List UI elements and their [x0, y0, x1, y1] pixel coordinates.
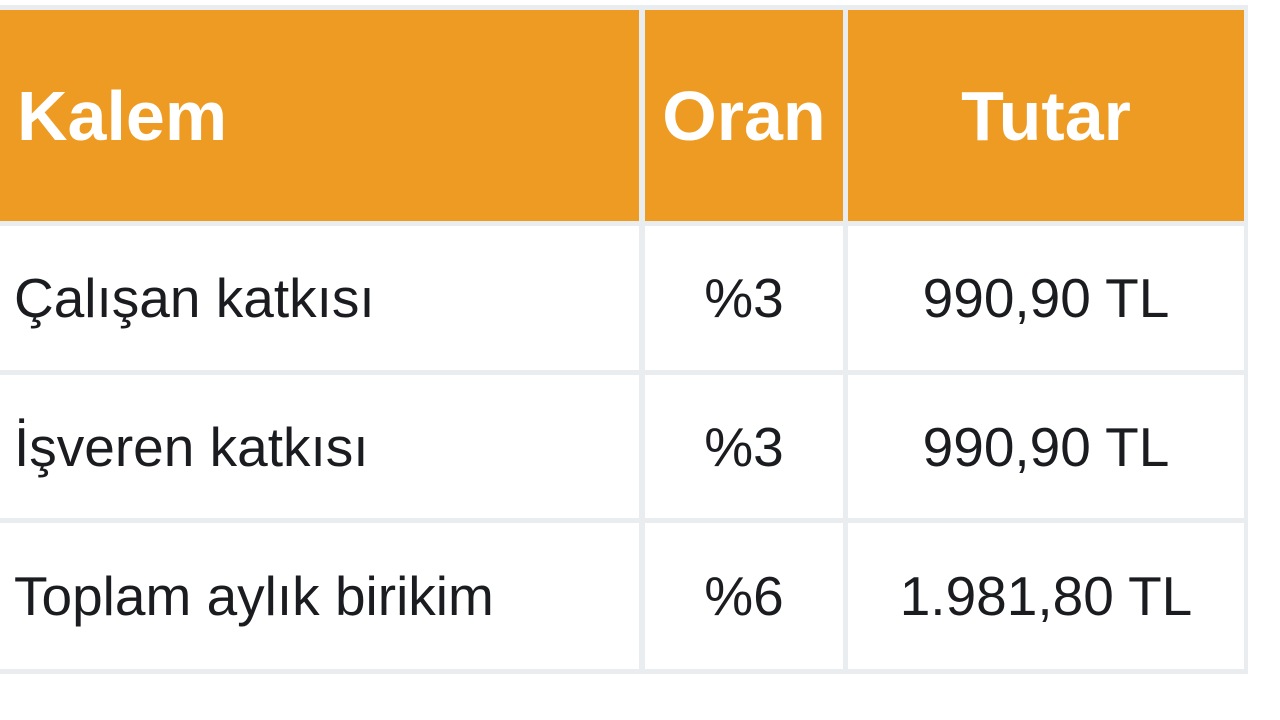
- cell-kalem: İşveren katkısı: [0, 375, 645, 523]
- cell-tutar: 1.981,80 TL: [848, 523, 1248, 674]
- cell-kalem: Çalışan katkısı: [0, 226, 645, 375]
- cell-kalem: Toplam aylık birikim: [0, 523, 645, 674]
- column-header-kalem-label: Kalem: [17, 76, 228, 155]
- cell-tutar-text: 1.981,80 TL: [899, 565, 1193, 627]
- table-row-isveren-katkisi: İşveren katkısı %3 990,90 TL: [0, 375, 1248, 523]
- cell-kalem-text: Çalışan katkısı: [14, 267, 375, 329]
- cell-oran: %6: [645, 523, 848, 674]
- table-body: Çalışan katkısı %3 990,90 TL İşveren kat…: [0, 226, 1248, 674]
- column-header-tutar-label: Tutar: [961, 76, 1131, 155]
- table-row-calisan-katkisi: Çalışan katkısı %3 990,90 TL: [0, 226, 1248, 375]
- table-header: Kalem Oran Tutar: [0, 5, 1248, 226]
- cell-tutar-text: 990,90 TL: [922, 267, 1170, 329]
- table-header-row: Kalem Oran Tutar: [0, 5, 1248, 226]
- column-header-tutar: Tutar: [848, 5, 1248, 226]
- cell-tutar-text: 990,90 TL: [922, 415, 1170, 478]
- cell-oran: %3: [645, 226, 848, 375]
- column-header-oran: Oran: [645, 5, 848, 226]
- contribution-table: Kalem Oran Tutar Çalışan katkısı %3: [0, 5, 1248, 674]
- cell-oran: %3: [645, 375, 848, 523]
- column-header-oran-label: Oran: [662, 76, 826, 155]
- cell-tutar: 990,90 TL: [848, 226, 1248, 375]
- table-row-toplam-aylik-birikim: Toplam aylık birikim %6 1.981,80 TL: [0, 523, 1248, 674]
- cell-oran-text: %3: [704, 267, 784, 329]
- cell-kalem-text: İşveren katkısı: [14, 415, 369, 478]
- cell-kalem-text: Toplam aylık birikim: [14, 565, 494, 627]
- column-header-kalem: Kalem: [0, 5, 645, 226]
- cell-oran-text: %3: [704, 415, 784, 478]
- cell-oran-text: %6: [704, 565, 784, 627]
- cell-tutar: 990,90 TL: [848, 375, 1248, 523]
